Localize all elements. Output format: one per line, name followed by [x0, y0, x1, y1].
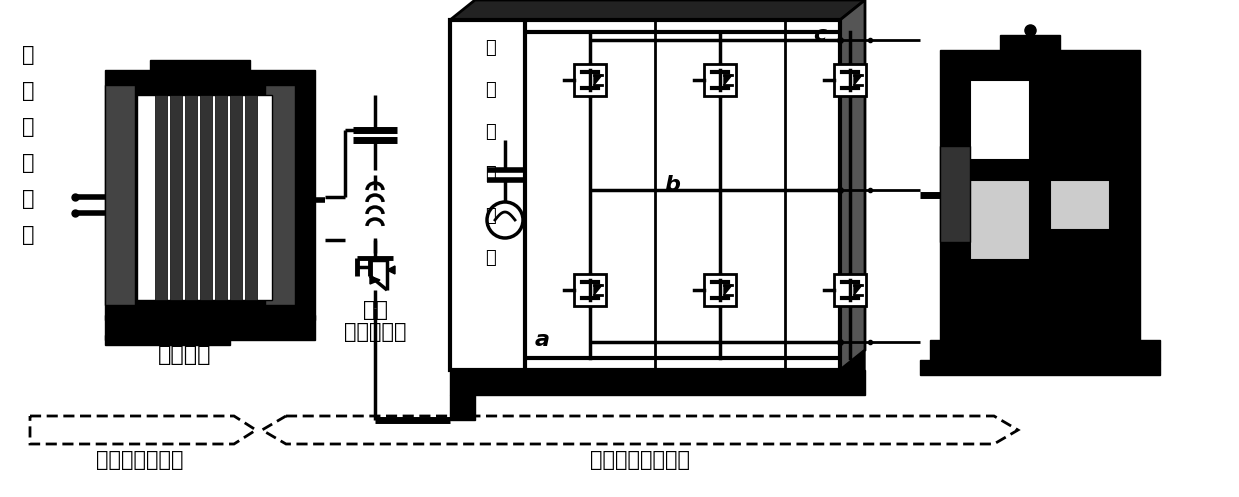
Text: 流: 流	[484, 165, 496, 183]
Text: 直流变换器: 直流变换器	[343, 322, 406, 342]
Bar	[450, 370, 865, 395]
Polygon shape	[387, 266, 395, 274]
Bar	[199, 95, 212, 300]
Polygon shape	[370, 276, 380, 284]
Text: 电驱动变流器: 电驱动变流器	[649, 376, 714, 394]
Polygon shape	[450, 0, 865, 20]
Bar	[450, 20, 840, 370]
Polygon shape	[724, 75, 732, 85]
Bar	[704, 64, 736, 96]
Polygon shape	[593, 285, 602, 295]
Text: 充: 充	[22, 189, 35, 209]
Bar	[105, 315, 315, 340]
Text: 母: 母	[484, 207, 496, 225]
Bar	[105, 335, 230, 345]
Text: 线: 线	[484, 249, 496, 267]
Text: c: c	[813, 25, 826, 45]
Text: 电: 电	[22, 225, 35, 245]
Polygon shape	[854, 285, 862, 295]
Polygon shape	[854, 75, 862, 85]
Bar	[170, 95, 182, 300]
Bar	[970, 80, 1030, 160]
Text: 载: 载	[484, 81, 496, 99]
Polygon shape	[593, 75, 602, 85]
Text: 电: 电	[22, 45, 35, 65]
Bar	[105, 70, 315, 320]
Bar	[216, 95, 227, 300]
Bar	[230, 95, 242, 300]
Text: 车: 车	[484, 39, 496, 57]
Text: 充电功率流路径: 充电功率流路径	[97, 450, 183, 470]
Bar	[574, 274, 606, 306]
Bar	[450, 395, 475, 420]
Bar	[265, 85, 295, 305]
Circle shape	[487, 202, 523, 238]
Bar	[185, 95, 197, 300]
Text: 网: 网	[22, 81, 35, 101]
Polygon shape	[724, 285, 732, 295]
Text: a: a	[534, 330, 550, 350]
Polygon shape	[840, 0, 865, 370]
Bar	[1049, 180, 1110, 230]
Bar	[155, 95, 167, 300]
Bar	[574, 64, 606, 96]
Bar	[930, 340, 1160, 360]
Bar	[138, 95, 273, 300]
Text: 直: 直	[484, 123, 496, 141]
Bar	[940, 50, 1140, 340]
Text: 电驱动功率流路径: 电驱动功率流路径	[590, 450, 690, 470]
Bar	[704, 274, 736, 306]
Bar	[834, 274, 866, 306]
Bar	[921, 360, 1160, 375]
Bar	[1000, 35, 1061, 55]
Text: 动力电池: 动力电池	[159, 345, 212, 365]
Text: 外: 外	[22, 117, 35, 137]
Bar	[150, 60, 250, 75]
Bar	[105, 85, 135, 305]
Bar	[940, 146, 970, 242]
Polygon shape	[840, 350, 865, 395]
Bar	[245, 95, 256, 300]
Text: 部: 部	[22, 153, 35, 173]
Text: 双向: 双向	[363, 300, 388, 320]
Text: 交流电机: 交流电机	[1018, 350, 1072, 370]
Bar	[970, 180, 1030, 260]
Bar	[834, 64, 866, 96]
Text: b: b	[664, 175, 680, 195]
